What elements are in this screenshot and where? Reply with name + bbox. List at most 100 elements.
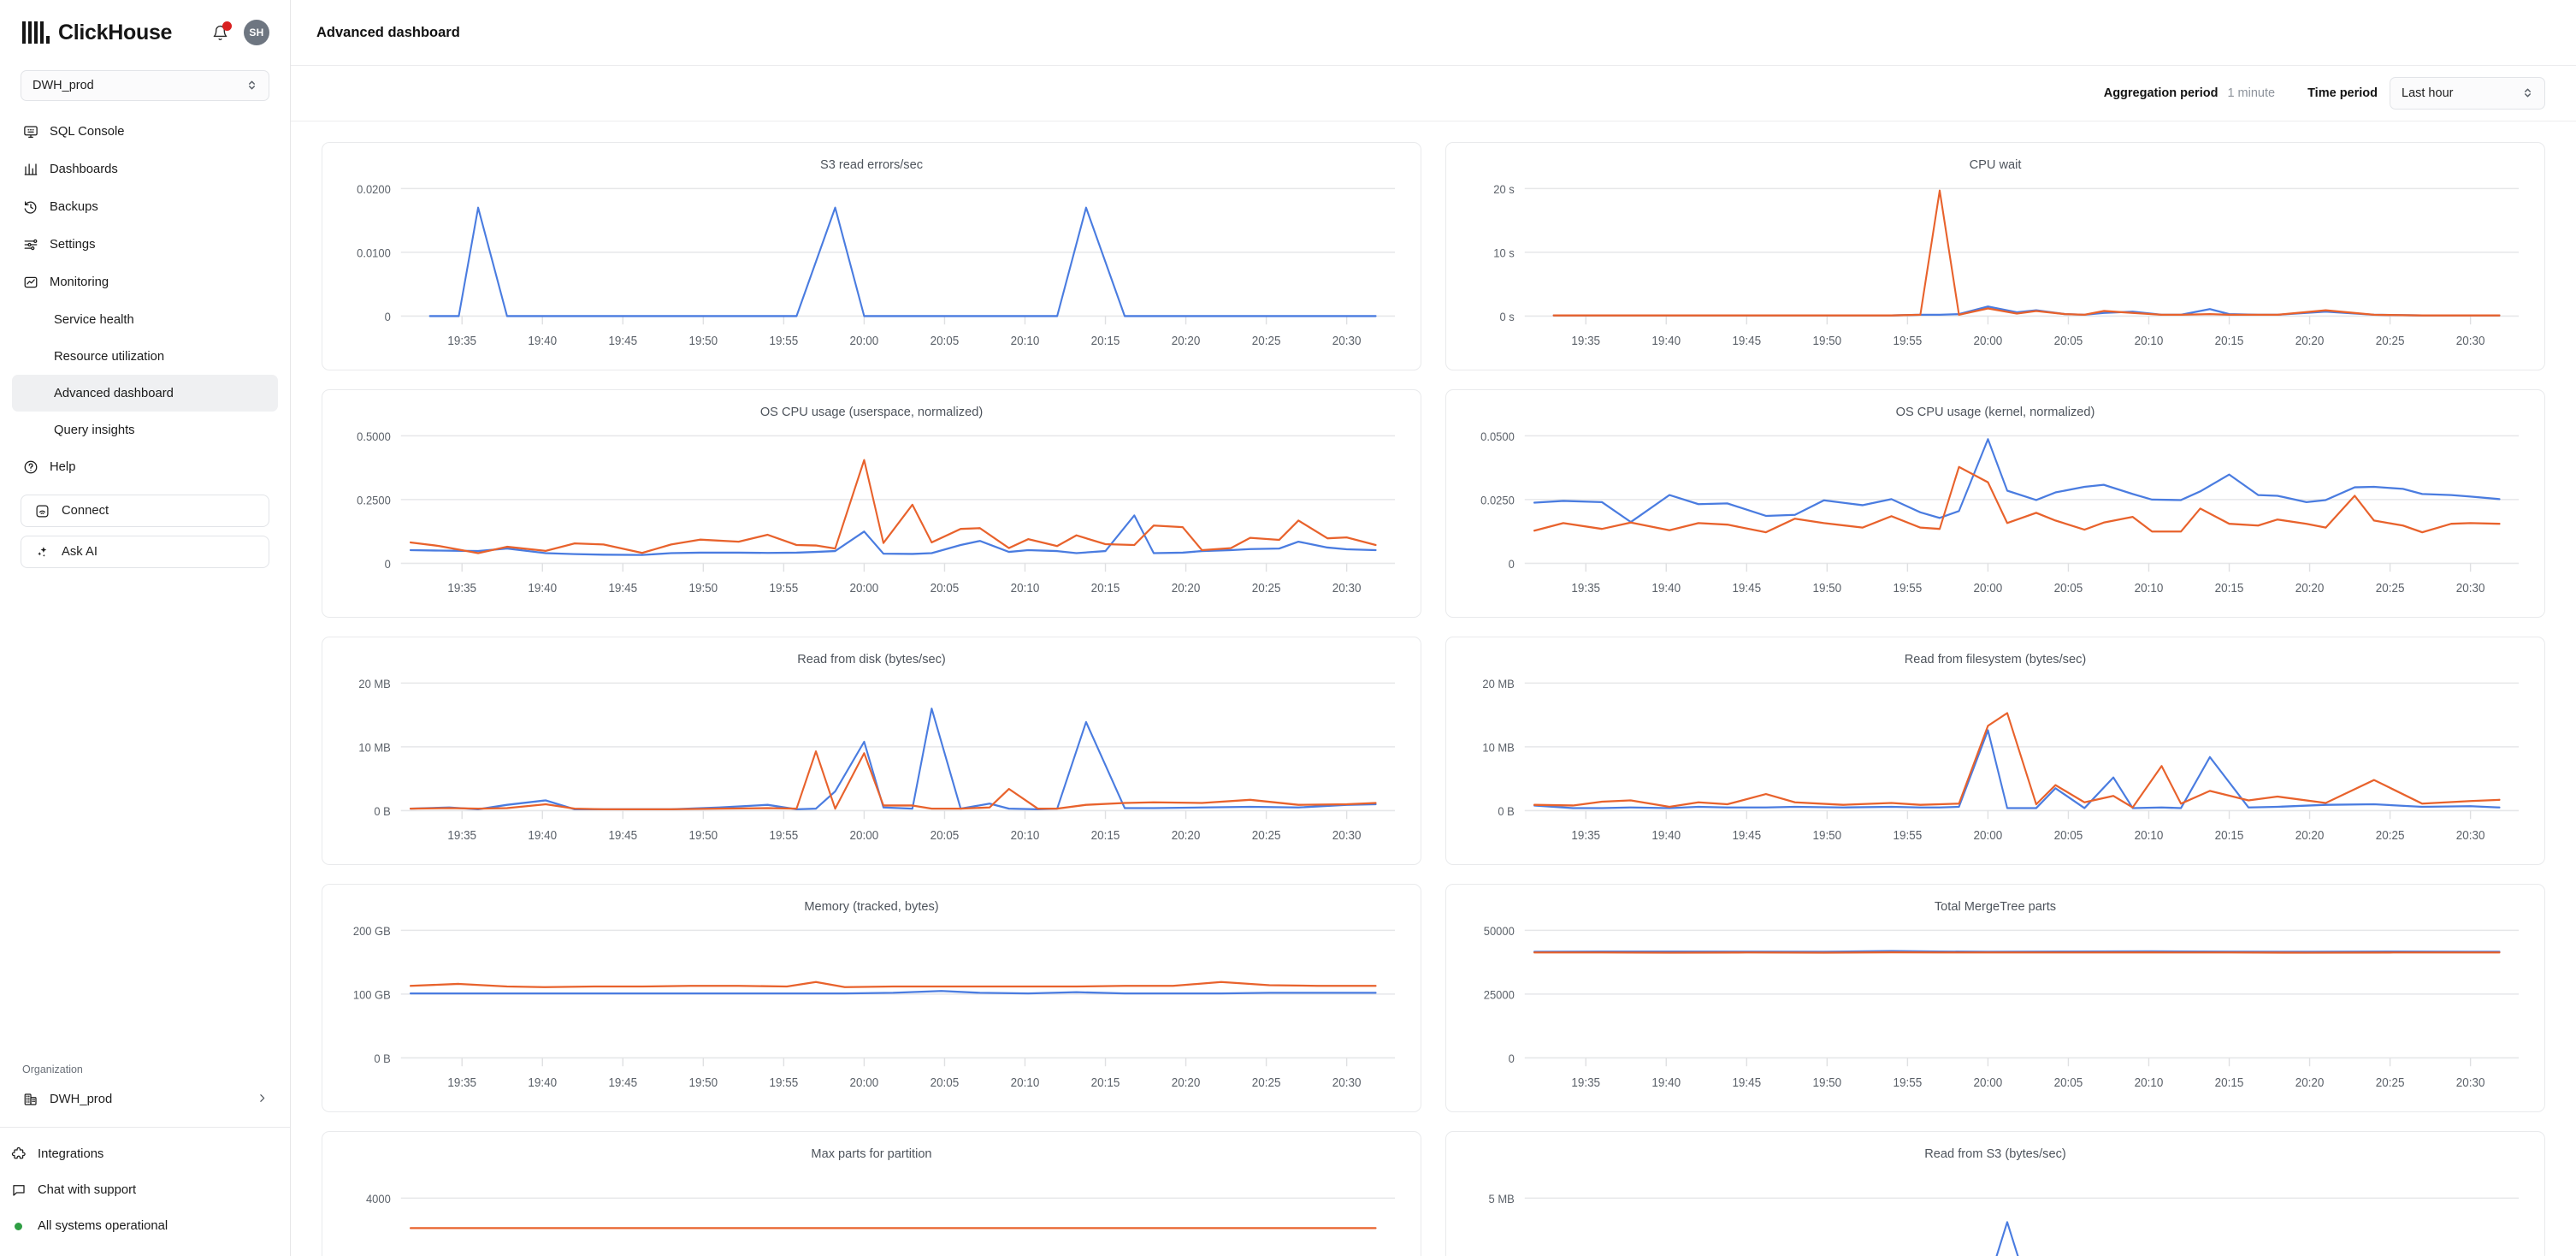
svg-text:19:40: 19:40 [528,334,557,348]
sidebar-item-chat-support[interactable]: Chat with support [0,1172,290,1208]
chart-plot: 0 0.2500 0.5000 19:35 19:40 19:45 19:50 19:55 20… [334,421,1409,612]
chart-panel-read-from-disk[interactable]: Read from disk (bytes/sec) 0 B 10 MB 20 MB 1… [322,637,1421,865]
series-line [409,708,1377,811]
svg-text:20:10: 20:10 [2135,828,2164,843]
notifications-bell-icon[interactable] [208,21,232,44]
svg-text:19:40: 19:40 [1651,1075,1681,1090]
sidebar-item-monitoring[interactable]: Monitoring [12,264,278,301]
avatar[interactable]: SH [244,20,269,45]
svg-text:19:35: 19:35 [1571,828,1600,843]
chart-panel-memory-tracked[interactable]: Memory (tracked, bytes) 0 B 100 GB 200 GB 19… [322,884,1421,1112]
chart-grid: S3 read errors/sec 0 0.0100 0.0200 19:35 19:4… [322,142,2545,1256]
sidebar-item-integrations[interactable]: Integrations [0,1136,290,1172]
svg-text:20:25: 20:25 [1252,828,1281,843]
time-period-value: Last hour [2402,86,2454,100]
sidebar-item-label: Chat with support [38,1183,137,1197]
svg-text:20:25: 20:25 [2376,1075,2405,1090]
chart-panel-os-cpu-kernel[interactable]: OS CPU usage (kernel, normalized) 0 0.0250… [1445,389,2545,618]
sidebar-item-sql-console[interactable]: SQL Console [12,113,278,151]
chevron-up-down-icon [2522,86,2533,101]
svg-text:200 GB: 200 GB [353,924,391,938]
organization-section-label: Organization [22,1063,83,1075]
svg-text:20:25: 20:25 [2376,828,2405,843]
svg-text:19:35: 19:35 [447,334,476,348]
sidebar-item-backups[interactable]: Backups [12,188,278,226]
chart-plot: 0 25000 50000 19:35 19:40 19:45 19:50 19:55 20:0… [1458,915,2532,1106]
sidebar-item-dashboards[interactable]: Dashboards [12,151,278,188]
sidebar-item-label: Resource utilization [54,349,165,364]
svg-text:0.0200: 0.0200 [357,182,391,196]
chart-panel-read-from-filesystem[interactable]: Read from filesystem (bytes/sec) 0 B 10 MB… [1445,637,2545,865]
svg-text:20:30: 20:30 [1332,334,1362,348]
time-period-select[interactable]: Last hour [2390,77,2545,110]
sidebar-item-label: Query insights [54,423,135,437]
svg-text:50000: 50000 [1484,924,1515,938]
service-selector[interactable]: DWH_prod [21,70,269,101]
sidebar-item-label: Backups [50,200,98,214]
svg-text:20:30: 20:30 [2456,334,2485,348]
svg-text:20:05: 20:05 [931,581,960,595]
svg-text:19:50: 19:50 [688,1075,718,1090]
sidebar-item-query-insights[interactable]: Query insights [12,412,278,448]
svg-text:19:45: 19:45 [1732,1075,1761,1090]
brand-row: ClickHouse SH [0,0,290,65]
chart-title: Max parts for partition [811,1147,932,1161]
chart-panel-max-parts-for-partition[interactable]: Max parts for partition 40002000 [322,1131,1421,1256]
chart-plot: 0 0.0250 0.0500 19:35 19:40 19:45 19:50 19:55 20… [1458,421,2532,612]
svg-text:20:10: 20:10 [1011,581,1040,595]
svg-text:20:25: 20:25 [2376,581,2405,595]
chevron-up-down-icon [246,79,257,93]
sidebar-item-help[interactable]: Help [12,448,278,486]
sparkles-icon [34,544,50,560]
svg-text:0.0100: 0.0100 [357,246,391,260]
chart-title: Read from disk (bytes/sec) [797,653,946,667]
main-content: Advanced dashboard Aggregation period 1 … [291,0,2576,1256]
svg-text:19:40: 19:40 [528,1075,557,1090]
svg-text:20:10: 20:10 [1011,828,1040,843]
dashboard-board: S3 read errors/sec 0 0.0100 0.0200 19:35 19:4… [291,121,2576,1256]
chart-title: OS CPU usage (userspace, normalized) [759,406,984,419]
sidebar-item-advanced-dashboard[interactable]: Advanced dashboard [12,375,278,412]
dashboard-controls: Aggregation period 1 minute Time period … [291,65,2576,121]
clickhouse-logo-icon [22,21,50,44]
svg-text:20:15: 20:15 [1091,581,1120,595]
connect-label: Connect [62,504,109,518]
svg-text:20:25: 20:25 [1252,581,1281,595]
ask-ai-button[interactable]: Ask AI [21,536,269,568]
svg-text:19:55: 19:55 [1894,334,1923,348]
ask-ai-label: Ask AI [62,545,97,559]
svg-text:20:10: 20:10 [1011,1075,1040,1090]
sidebar-item-label: Dashboards [50,163,118,176]
sidebar-item-service-health[interactable]: Service health [12,301,278,338]
svg-text:19:45: 19:45 [1732,581,1761,595]
series-line [1533,465,2501,534]
chevron-right-icon [257,1093,268,1107]
aggregation-period-value: 1 minute [2227,86,2276,100]
svg-text:19:40: 19:40 [528,581,557,595]
organization-row[interactable]: DWH_prod [12,1081,278,1118]
chart-panel-read-from-s3[interactable]: Read from S3 (bytes/sec) 5 MB2.5 MB [1445,1131,2545,1256]
chart-plot: 0 s 10 s 20 s 19:35 19:40 19:45 19:50 19:55 20:0… [1458,174,2532,364]
svg-text:0.5000: 0.5000 [357,430,391,443]
chart-title: CPU wait [1969,158,2022,172]
series-line [1533,438,2501,524]
sidebar-item-settings[interactable]: Settings [12,226,278,264]
series-line [409,981,1377,988]
connect-button[interactable]: Connect [21,495,269,527]
chart-panel-os-cpu-userspace[interactable]: OS CPU usage (userspace, normalized) 0 0.2… [322,389,1421,618]
chart-panel-total-mergetree-parts[interactable]: Total MergeTree parts 0 25000 50000 19:35 19:… [1445,884,2545,1112]
chart-panel-cpu-wait[interactable]: CPU wait 0 s 10 s 20 s 19:35 19:40 19:45 19:50 1… [1445,142,2545,370]
sidebar-item-system-status[interactable]: All systems operational [0,1208,290,1244]
chart-panel-s3-read-errors[interactable]: S3 read errors/sec 0 0.0100 0.0200 19:35 19:4… [322,142,1421,370]
svg-text:20:20: 20:20 [2295,828,2325,843]
svg-text:0 B: 0 B [1498,804,1514,818]
svg-text:0.0250: 0.0250 [1480,494,1515,507]
svg-text:19:55: 19:55 [770,828,799,843]
page-title: Advanced dashboard [316,24,460,40]
svg-text:20:20: 20:20 [1172,334,1201,348]
svg-text:20 MB: 20 MB [1482,677,1514,690]
svg-text:0.2500: 0.2500 [357,494,391,507]
svg-text:20:25: 20:25 [1252,334,1281,348]
sidebar-item-resource-utilization[interactable]: Resource utilization [12,338,278,375]
svg-text:19:45: 19:45 [608,334,637,348]
